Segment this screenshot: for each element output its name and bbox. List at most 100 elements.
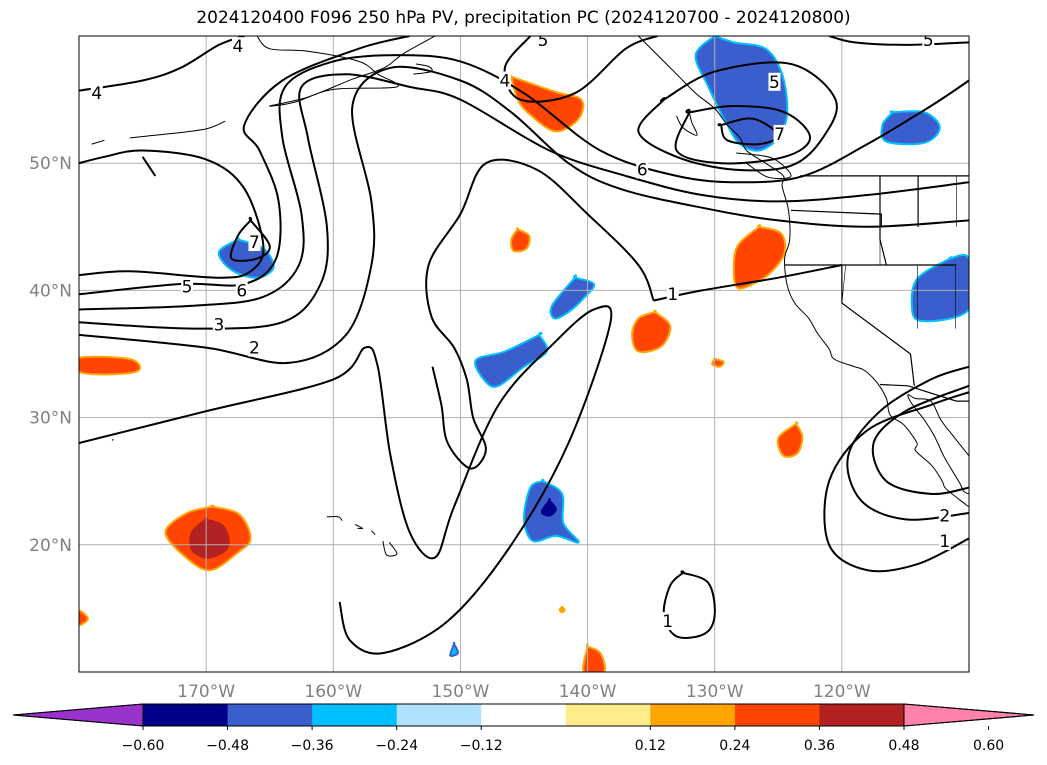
contour-label-bg — [537, 36, 550, 49]
pv-contour — [503, 36, 658, 103]
precip-region — [910, 253, 969, 323]
colorbar-bin — [396, 704, 482, 726]
coastline — [326, 516, 343, 521]
colorbar-under-extension — [12, 703, 144, 727]
pv-contour-layer — [79, 36, 969, 655]
precip-region — [880, 110, 941, 146]
precip-region — [474, 331, 549, 388]
colorbar-tick-label: −0.36 — [291, 738, 334, 754]
pv-contour — [425, 158, 655, 470]
precip-region — [540, 498, 557, 517]
coastline — [382, 540, 398, 557]
longitude-tick-label: 150°W — [432, 682, 490, 702]
state-border — [841, 264, 846, 304]
colorbar-tick-label: −0.24 — [375, 738, 418, 754]
colorbar-tick-label: 0.60 — [973, 738, 1004, 754]
longitude-tick-label: 170°W — [177, 682, 235, 702]
pv-contour — [79, 36, 410, 296]
contour-label: 4 — [500, 72, 511, 92]
precip-region — [549, 274, 596, 320]
precip-region — [79, 355, 142, 376]
latitude-tick-label: 40°N — [29, 281, 72, 301]
contour-label: 4 — [233, 37, 244, 57]
contour-label: 7 — [774, 125, 785, 145]
coastline — [413, 63, 433, 75]
contour-label: 5 — [538, 31, 549, 51]
coastline-layer — [91, 36, 969, 557]
contour-label: 3 — [213, 316, 224, 336]
precip-region — [558, 605, 566, 614]
coastline — [256, 36, 436, 107]
pv-contour — [79, 149, 265, 279]
coastline — [736, 152, 792, 180]
latitude-tick-label: 20°N — [29, 536, 72, 556]
precip-region — [510, 227, 531, 253]
pv-contour — [79, 36, 245, 92]
longitude-tick-label: 140°W — [559, 682, 617, 702]
axis-ticks: 170°W 160°W 150°W 140°W 130°W 120°W 20°N 30°N 40… — [29, 154, 871, 702]
pv-contour — [871, 384, 969, 495]
pv-contour — [229, 216, 271, 262]
latitude-tick-label: 50°N — [29, 154, 72, 174]
colorbar-tick-label: 0.24 — [719, 738, 750, 754]
precip-region — [189, 517, 230, 559]
coastline — [907, 394, 969, 495]
contour-label-bg — [248, 338, 261, 357]
contour-label-bg — [248, 233, 261, 252]
contour-label: 5 — [182, 278, 193, 298]
longitude-tick-label: 130°W — [686, 682, 744, 702]
contour-label-bg — [666, 285, 679, 304]
precip-region — [694, 36, 789, 152]
pv-contour — [141, 156, 157, 177]
colorbar: −0.60 −0.48 −0.36 −0.24 −0.12 0.12 0.24 0.36 0.4… — [12, 703, 1035, 754]
map-title: 2024120400 F096 250 hPa PV, precipitatio… — [196, 8, 851, 28]
contour-label: 2 — [249, 339, 260, 359]
contour-label-bg — [938, 531, 951, 550]
coastline — [129, 120, 226, 139]
pv-contour — [717, 117, 780, 146]
colorbar-over-extension — [903, 703, 1035, 727]
pv-contour — [79, 305, 613, 655]
colorbar-tick-label: −0.48 — [206, 738, 249, 754]
precip-region — [631, 309, 672, 354]
map-frame — [78, 35, 970, 673]
pv-contour — [662, 570, 716, 639]
pv-contour — [674, 105, 812, 165]
coastline — [354, 523, 364, 530]
pv-contour — [79, 54, 969, 311]
country-border — [879, 383, 969, 402]
contour-label-bg — [636, 160, 649, 179]
contour-label-bg — [922, 36, 935, 49]
contour-label-bg — [498, 71, 511, 90]
contour-label: 6 — [637, 161, 648, 181]
coastline — [638, 36, 969, 508]
country-border — [790, 209, 882, 227]
contour-label-bg — [768, 72, 781, 91]
precip-region — [79, 609, 89, 627]
colorbar-bin — [481, 704, 567, 726]
contour-label-bg — [773, 124, 786, 143]
pv-contour — [823, 391, 969, 573]
contour-label: 5 — [923, 31, 934, 51]
contour-label-bg — [231, 37, 244, 56]
colorbar-tick-label: 0.48 — [888, 738, 919, 754]
colorbar-bin — [227, 704, 313, 726]
colorbar-bin — [312, 704, 398, 726]
colorbar-tick-label: −0.60 — [122, 738, 165, 754]
colorbar-bin — [734, 704, 820, 726]
contour-label: 7 — [249, 233, 260, 253]
precip-region — [732, 224, 787, 290]
contour-label: 1 — [667, 285, 678, 305]
pv-contour — [846, 365, 969, 521]
pv-contour — [828, 36, 969, 46]
colorbar-tick-label: 0.12 — [635, 738, 666, 754]
coastline — [676, 112, 698, 136]
contour-label-bg — [181, 277, 194, 296]
colorbar-bin — [143, 704, 228, 726]
latitude-tick-label: 30°N — [29, 409, 72, 429]
contour-label: 5 — [769, 73, 780, 93]
colorbar-bin — [565, 704, 651, 726]
coastline — [371, 530, 376, 535]
contour-label-bg — [661, 612, 674, 631]
